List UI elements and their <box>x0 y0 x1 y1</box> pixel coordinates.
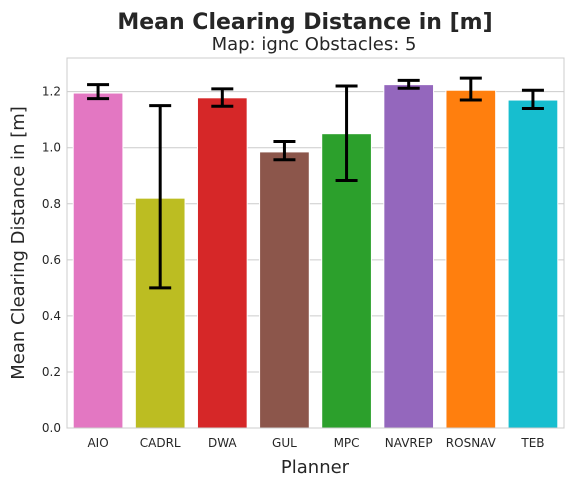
y-tick-label: 0.4 <box>42 309 61 323</box>
x-tick-label: AIO <box>87 436 108 450</box>
x-tick-label: GUL <box>272 436 297 450</box>
y-tick-label: 0.8 <box>42 197 61 211</box>
error-bars <box>87 76 544 290</box>
plot-frame <box>66 57 565 429</box>
bar <box>259 151 310 429</box>
bar <box>383 84 435 429</box>
chart-title: Mean Clearing Distance in [m] <box>117 10 492 35</box>
y-tick-label: 0.2 <box>42 365 61 379</box>
x-tick-label: ROSNAV <box>446 436 497 450</box>
x-axis-label: Planner <box>281 457 350 478</box>
bar <box>507 99 559 429</box>
bar <box>445 89 497 429</box>
bar <box>321 133 372 429</box>
y-tick-label: 1.0 <box>42 141 61 155</box>
chart-subtitle: Map: ignc Obstacles: 5 <box>212 34 417 55</box>
x-axis-ticks: AIO CADRL DWA GUL MPC NAVREP ROSNAV TEB <box>87 436 544 450</box>
x-tick-label: CADRL <box>140 436 181 450</box>
x-tick-label: DWA <box>208 436 237 450</box>
x-tick-label: NAVREP <box>385 436 433 450</box>
y-tick-label: 1.2 <box>42 85 61 99</box>
y-tick-label: 0.6 <box>42 253 61 267</box>
y-axis-label: Mean Clearing Distance in [m] <box>8 106 29 380</box>
bars <box>72 84 559 429</box>
y-tick-label: 0.0 <box>42 421 61 435</box>
bar <box>72 92 124 429</box>
x-tick-label: MPC <box>334 436 360 450</box>
bar <box>196 97 248 429</box>
y-axis-ticks: 0.0 0.2 0.4 0.6 0.8 1.0 1.2 <box>42 85 61 435</box>
x-tick-label: TEB <box>520 436 544 450</box>
